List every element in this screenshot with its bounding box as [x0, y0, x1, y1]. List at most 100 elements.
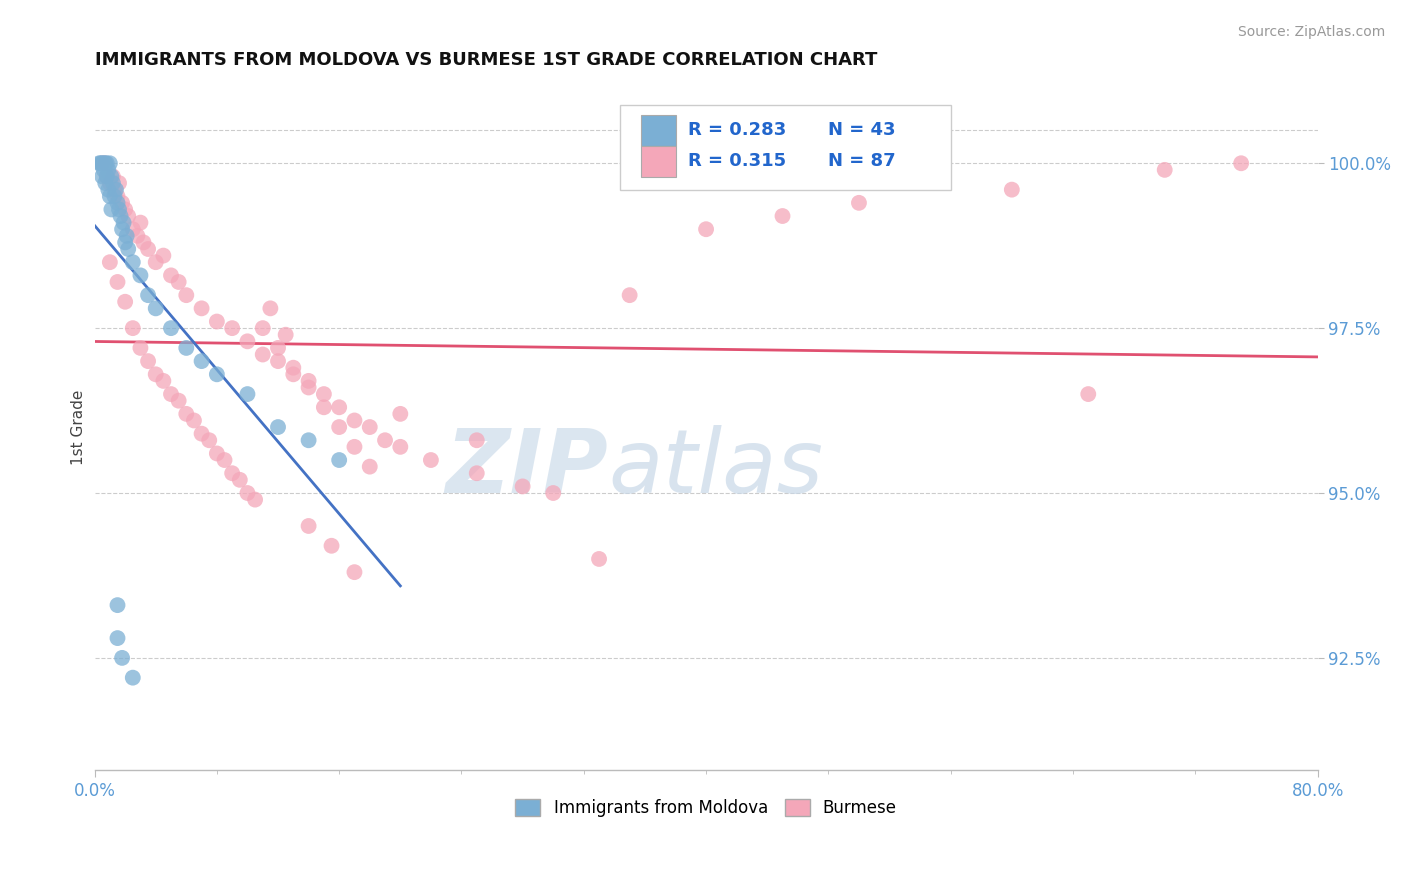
Point	[129, 341, 152, 355]
Point	[274, 327, 297, 342]
Point	[136, 354, 159, 368]
Point	[541, 486, 564, 500]
Point	[328, 453, 350, 467]
Point	[167, 275, 190, 289]
Point	[136, 288, 159, 302]
Point	[1230, 156, 1253, 170]
Point	[1001, 183, 1024, 197]
Point	[267, 354, 290, 368]
Point	[117, 209, 139, 223]
Point	[97, 183, 120, 197]
Text: N = 43: N = 43	[828, 121, 896, 139]
Point	[132, 235, 155, 250]
Point	[96, 156, 118, 170]
Point	[1077, 387, 1099, 401]
Point	[321, 539, 343, 553]
Point	[108, 202, 131, 217]
Point	[1153, 162, 1175, 177]
Point	[328, 420, 350, 434]
Text: R = 0.315: R = 0.315	[688, 152, 786, 170]
Point	[101, 169, 124, 184]
Point	[101, 176, 124, 190]
Point	[465, 434, 488, 448]
Point	[297, 519, 319, 533]
Text: Source: ZipAtlas.com: Source: ZipAtlas.com	[1237, 25, 1385, 39]
Text: R = 0.283: R = 0.283	[688, 121, 786, 139]
Point	[111, 222, 134, 236]
Point	[236, 334, 259, 349]
Point	[267, 420, 290, 434]
Point	[96, 169, 118, 184]
Point	[343, 565, 366, 579]
Point	[176, 288, 198, 302]
Point	[588, 552, 610, 566]
Point	[145, 368, 167, 382]
Point	[93, 162, 115, 177]
Point	[94, 176, 117, 190]
Point	[104, 183, 127, 197]
Point	[160, 321, 183, 335]
Point	[343, 440, 366, 454]
FancyBboxPatch shape	[620, 104, 950, 190]
Point	[117, 242, 139, 256]
Point	[115, 228, 138, 243]
Point	[108, 176, 131, 190]
Text: atlas: atlas	[609, 425, 823, 511]
Point	[114, 294, 136, 309]
Point	[205, 446, 228, 460]
Point	[98, 176, 121, 190]
Point	[205, 314, 228, 328]
Point	[848, 195, 870, 210]
Point	[259, 301, 281, 316]
Point	[343, 413, 366, 427]
Point	[94, 156, 117, 170]
Point	[107, 189, 129, 203]
Point	[297, 374, 319, 388]
FancyBboxPatch shape	[641, 115, 675, 146]
Point	[176, 341, 198, 355]
Point	[98, 156, 121, 170]
Point	[145, 255, 167, 269]
Point	[297, 380, 319, 394]
Point	[190, 354, 212, 368]
Point	[236, 486, 259, 500]
Point	[91, 169, 114, 184]
Point	[190, 301, 212, 316]
Point	[98, 189, 121, 203]
Point	[221, 321, 243, 335]
Point	[167, 393, 190, 408]
Point	[107, 195, 129, 210]
Point	[283, 368, 305, 382]
Point	[107, 275, 129, 289]
Point	[107, 631, 129, 645]
Point	[214, 453, 236, 467]
Point	[127, 228, 149, 243]
Point	[160, 387, 183, 401]
Point	[100, 202, 122, 217]
Y-axis label: 1st Grade: 1st Grade	[72, 390, 86, 465]
Point	[267, 341, 290, 355]
Point	[297, 434, 319, 448]
Point	[111, 195, 134, 210]
Point	[91, 156, 114, 170]
Point	[252, 321, 274, 335]
Point	[91, 156, 114, 170]
Point	[389, 440, 412, 454]
Point	[772, 209, 794, 223]
Point	[183, 413, 205, 427]
FancyBboxPatch shape	[641, 146, 675, 177]
Point	[283, 360, 305, 375]
Point	[236, 387, 259, 401]
Point	[221, 467, 243, 481]
Point	[96, 169, 118, 184]
Point	[252, 347, 274, 361]
Point	[389, 407, 412, 421]
Point	[374, 434, 396, 448]
Point	[121, 671, 143, 685]
Point	[89, 156, 111, 170]
Point	[176, 407, 198, 421]
Point	[465, 467, 488, 481]
Point	[121, 222, 143, 236]
Point	[121, 255, 143, 269]
Text: N = 87: N = 87	[828, 152, 896, 170]
